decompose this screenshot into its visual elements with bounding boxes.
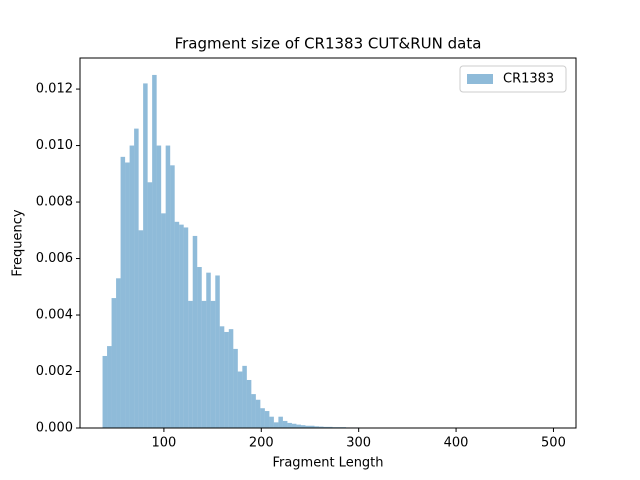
bar xyxy=(269,416,274,428)
bar xyxy=(233,348,238,428)
bar xyxy=(174,221,180,428)
chart-title: Fragment size of CR1383 CUT&RUN data xyxy=(175,35,482,53)
bar xyxy=(111,298,117,428)
y-tick-label: 0.002 xyxy=(36,364,73,379)
bar xyxy=(197,267,202,428)
bar xyxy=(314,426,319,428)
bar xyxy=(107,346,112,428)
bar xyxy=(120,156,126,428)
x-tick-label: 300 xyxy=(346,436,371,451)
bar xyxy=(206,272,211,428)
bar xyxy=(188,300,193,428)
bar xyxy=(156,145,162,428)
bar xyxy=(201,300,207,428)
x-tick-label: 400 xyxy=(444,436,469,451)
bar xyxy=(291,423,297,428)
bar xyxy=(305,425,310,428)
legend-box xyxy=(459,65,567,93)
bar xyxy=(129,145,135,428)
plot-frame xyxy=(79,57,577,429)
bar xyxy=(116,278,121,428)
x-tick-label: 100 xyxy=(151,436,176,451)
bar xyxy=(296,424,301,428)
y-tick-label: 0.000 xyxy=(36,421,73,436)
bar xyxy=(147,182,153,428)
x-tick-label: 200 xyxy=(249,436,274,451)
bar xyxy=(282,420,288,428)
y-tick-label: 0.008 xyxy=(36,195,73,210)
bar xyxy=(300,425,306,428)
bar xyxy=(228,329,234,428)
bar xyxy=(278,416,283,428)
bar xyxy=(323,426,328,428)
bar xyxy=(143,83,148,428)
y-tick-label: 0.004 xyxy=(36,308,73,323)
bar xyxy=(183,227,189,428)
y-tick-label: 0.006 xyxy=(36,251,73,266)
bar xyxy=(138,230,144,428)
bar xyxy=(251,394,256,428)
x-tick-label: 500 xyxy=(541,436,566,451)
bar xyxy=(152,74,157,428)
bar xyxy=(273,422,279,428)
legend-label: CR1383 xyxy=(503,72,554,87)
bar xyxy=(242,365,247,428)
bar xyxy=(328,426,333,428)
legend-swatch xyxy=(467,74,493,84)
y-axis-label: Frequency xyxy=(11,209,26,276)
bar xyxy=(246,379,252,428)
bar xyxy=(102,355,108,428)
bar xyxy=(287,422,292,428)
bar xyxy=(215,275,220,428)
y-tick-label: 0.012 xyxy=(36,82,73,97)
bar xyxy=(255,399,261,428)
y-tick-label: 0.010 xyxy=(36,138,73,153)
bar xyxy=(219,326,225,428)
bar xyxy=(125,162,130,428)
bar xyxy=(224,331,229,428)
bar xyxy=(318,426,324,428)
bar xyxy=(192,235,198,428)
bar xyxy=(309,425,315,428)
bar xyxy=(260,408,265,428)
bar xyxy=(237,371,243,428)
bar xyxy=(134,128,139,428)
bar xyxy=(179,224,184,428)
bar xyxy=(165,145,171,428)
x-axis-label: Fragment Length xyxy=(272,456,383,471)
bar xyxy=(161,213,166,428)
bar xyxy=(170,165,175,428)
bar xyxy=(264,411,270,428)
bar xyxy=(210,300,216,428)
